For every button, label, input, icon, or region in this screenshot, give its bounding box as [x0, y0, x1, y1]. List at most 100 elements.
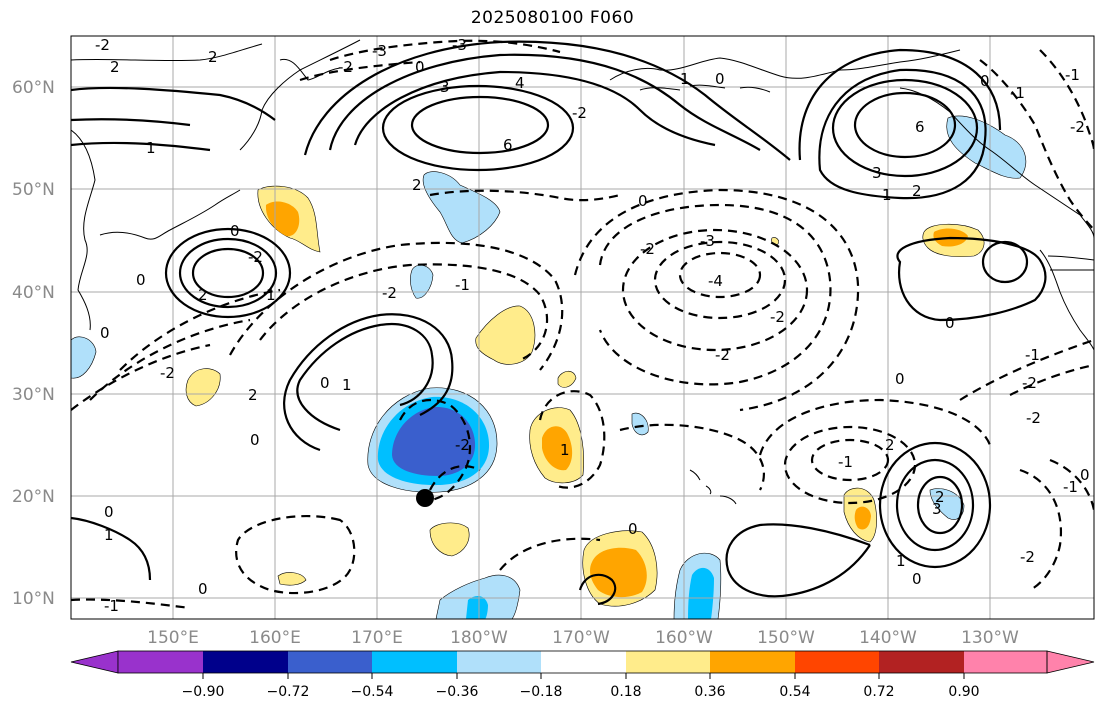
- colorbar-segment: [964, 651, 1047, 673]
- contour-label: -1: [455, 276, 470, 294]
- colorbar-extend-max: [1046, 650, 1095, 674]
- contour-label: 0: [912, 570, 922, 588]
- contour-label: 2: [885, 436, 895, 454]
- contour-label: 0: [980, 72, 990, 90]
- contour-labels: -3 0 -3 -2 3 4 6 2 2 1 -2 2 0 1 0 -2 -1 …: [95, 36, 1090, 615]
- colorbar-tick-label: 0.72: [863, 684, 894, 700]
- contour-label: -3: [452, 36, 467, 54]
- colorbar-tick-label: 0.90: [948, 684, 979, 700]
- contour-label: 1: [882, 186, 892, 204]
- contour-label: -2: [1026, 409, 1041, 427]
- contour-label: 0: [895, 370, 905, 388]
- colorbar-segment: [710, 651, 795, 673]
- lon-label: 160°E: [249, 628, 301, 648]
- coastlines: [71, 39, 1094, 505]
- contour-label: 0: [198, 580, 208, 598]
- contour-label: 0: [136, 271, 146, 289]
- colorbar-segment: [118, 651, 203, 673]
- contour-label: 1: [342, 376, 352, 394]
- contour-label: 0: [415, 58, 425, 76]
- contour-label: -2: [770, 308, 785, 326]
- lat-label: 20°N: [12, 487, 55, 507]
- colorbar-tick-label: −0.72: [267, 684, 310, 700]
- lon-label: 150°E: [147, 628, 199, 648]
- colorbar-segment: [795, 651, 879, 673]
- contour-label: -2: [160, 364, 175, 382]
- colorbar-segment: [372, 651, 457, 673]
- contour-label: -2: [715, 346, 730, 364]
- contour-label: -1: [1025, 346, 1040, 364]
- contour-label: 0: [104, 503, 114, 521]
- contour-label: -1: [104, 597, 119, 615]
- contour-label: -1: [838, 453, 853, 471]
- contour-label: 3: [932, 500, 942, 518]
- contour-label: 3: [440, 78, 450, 96]
- contour-label: 0: [320, 374, 330, 392]
- colorbar-tick-label: −0.18: [520, 684, 563, 700]
- lat-label: 60°N: [12, 78, 55, 98]
- contour-label: 2: [208, 48, 218, 66]
- contour-label: -3: [700, 232, 715, 250]
- contour-label: 0: [1080, 466, 1090, 484]
- colorbar-tick-label: 0.54: [779, 684, 810, 700]
- lon-label: 130°W: [961, 628, 1019, 648]
- contour-label: 4: [515, 74, 525, 92]
- lon-label: 160°W: [655, 628, 713, 648]
- lon-label: 150°W: [757, 628, 815, 648]
- gridlines: [71, 36, 1094, 619]
- colorbar: −0.90 −0.72 −0.54 −0.36 −0.18 0.18 0.36 …: [70, 650, 1095, 700]
- contour-label: 6: [503, 136, 513, 154]
- contour-label: 1: [896, 552, 906, 570]
- contour-label: 2: [412, 176, 422, 194]
- map-area: -3 0 -3 -2 3 4 6 2 2 1 -2 2 0 1 0 -2 -1 …: [71, 36, 1094, 619]
- contour-label: -2: [95, 36, 110, 54]
- contour-label: 0: [230, 222, 240, 240]
- contour-label: 0: [100, 324, 110, 342]
- colorbar-segment: [457, 651, 541, 673]
- lon-label: 170°E: [351, 628, 403, 648]
- contour-label: -2: [455, 436, 470, 454]
- contour-label: 2: [935, 488, 945, 506]
- lon-label: 170°W: [552, 628, 610, 648]
- lat-label: 40°N: [12, 283, 55, 303]
- latitude-labels: 60°N 50°N 40°N 30°N 20°N 10°N: [12, 78, 55, 609]
- contour-label: 2: [912, 182, 922, 200]
- contour-label: 0: [638, 192, 648, 210]
- contour-label: -4: [708, 272, 723, 290]
- map-frame: [70, 35, 1095, 620]
- contour-label: -3: [372, 42, 387, 60]
- contour-label: -2: [1070, 118, 1085, 136]
- longitude-labels: 150°E 160°E 170°E 180°W 170°W 160°W 150°…: [147, 628, 1019, 648]
- contour-label: -1: [1065, 66, 1080, 84]
- colorbar-tick-label: −0.36: [436, 684, 479, 700]
- contour-label: 0: [715, 70, 725, 88]
- contour-label: -2: [1022, 374, 1037, 392]
- colorbar-segment: [626, 651, 710, 673]
- contour-label: 2: [110, 58, 120, 76]
- contours-solid: [71, 40, 1047, 606]
- location-marker: [416, 489, 434, 507]
- contour-label: -2: [338, 58, 353, 76]
- contour-label: -1: [1010, 84, 1025, 102]
- contour-label: 2: [198, 286, 208, 304]
- colorbar-tick-label: −0.90: [182, 684, 225, 700]
- contour-label: -2: [382, 284, 397, 302]
- colorbar-tick-label: 0.18: [610, 684, 641, 700]
- lon-label: 140°W: [859, 628, 917, 648]
- contour-label: 2: [248, 386, 258, 404]
- contour-label: -2: [248, 248, 263, 266]
- colorbar-tick-label: −0.54: [351, 684, 394, 700]
- contours-dashed: [71, 39, 1094, 610]
- contour-label: 3: [872, 164, 882, 182]
- lat-label: 10°N: [12, 589, 55, 609]
- map-title: 2025080100 F060: [470, 8, 635, 28]
- contour-label: -2: [640, 240, 655, 258]
- contour-label: -1: [1063, 478, 1078, 496]
- contour-label: 1: [104, 526, 114, 544]
- colorbar-segment: [541, 651, 626, 673]
- contour-label: 0: [250, 431, 260, 449]
- contour-label: 1: [266, 286, 276, 304]
- contour-label: 0: [628, 520, 638, 538]
- colorbar-extend-min: [70, 650, 119, 674]
